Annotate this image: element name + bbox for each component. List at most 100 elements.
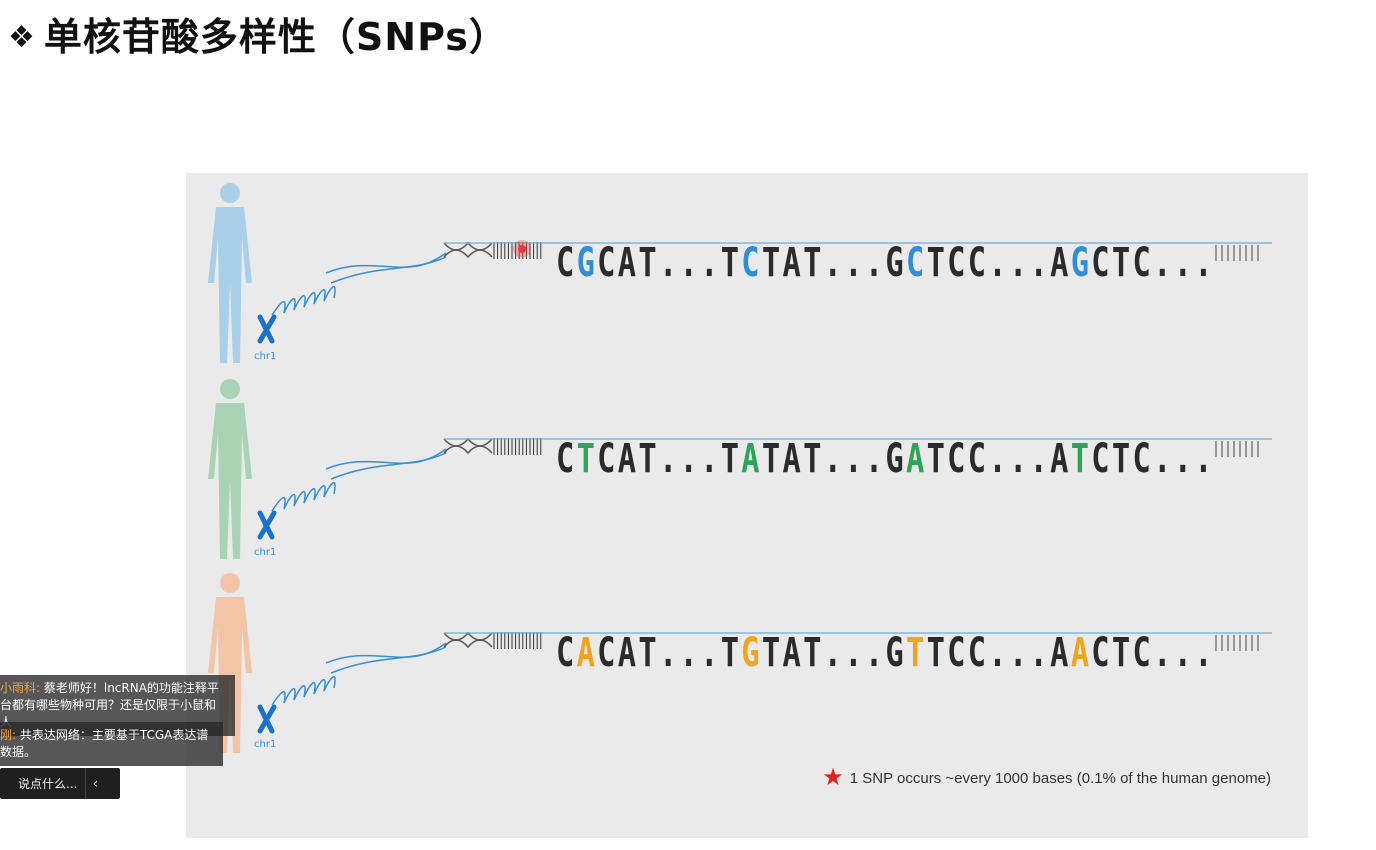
nucleotide-base: A	[1050, 240, 1071, 286]
nucleotide-base: A	[782, 240, 804, 286]
sequence-ellipsis: ...	[658, 436, 721, 482]
dna-helix	[443, 639, 493, 649]
dna-helix	[443, 249, 493, 259]
person-silhouette	[208, 403, 252, 559]
person-silhouette	[208, 597, 252, 753]
nucleotide-base: T	[803, 240, 824, 286]
figure-graphics	[208, 183, 1272, 753]
nucleotide-base: C	[741, 240, 762, 286]
chromosome-icon	[257, 314, 277, 344]
nucleotide-base: A	[576, 630, 598, 676]
nucleotide-base: T	[803, 436, 824, 482]
nucleotide-base: T	[1111, 240, 1133, 286]
nucleotide-base: C	[597, 240, 618, 286]
nucleotide-base: C	[1132, 240, 1154, 286]
nucleotide-base: T	[926, 630, 948, 676]
sequence-ellipsis: ...	[988, 240, 1051, 286]
chat-text: 蔡老师好！lncRNA的功能注释平	[40, 681, 219, 695]
dna-helix	[443, 445, 493, 455]
nucleotide-base: T	[906, 630, 927, 676]
nucleotide-base: C	[556, 630, 577, 676]
chat-username: 刚:	[0, 728, 17, 742]
nucleotide-base: T	[761, 436, 783, 482]
chat-message: 刚: 共表达网络：主要基于TCGA表达谱 数据。	[0, 722, 223, 766]
person-head	[220, 573, 240, 593]
nucleotide-base: A	[741, 436, 762, 482]
nucleotide-base: T	[576, 436, 598, 482]
chat-input-bar: 说点什么... ‹	[0, 768, 120, 799]
star-icon: ★	[822, 764, 844, 791]
dna-helix	[443, 437, 493, 447]
nucleotide-base: A	[617, 436, 639, 482]
snp-footnote: ★ 1 SNP occurs ~every 1000 bases (0.1% o…	[822, 766, 1271, 790]
nucleotide-base: T	[638, 436, 659, 482]
sequence-ellipsis: ...	[988, 436, 1051, 482]
person-head	[220, 379, 240, 399]
nucleotide-base: C	[947, 240, 968, 286]
dna-strand	[325, 448, 447, 470]
nucleotide-base: G	[885, 630, 907, 676]
chat-text: 数据。	[0, 745, 37, 759]
nucleotide-base: A	[906, 436, 927, 482]
nucleotide-base: T	[803, 630, 824, 676]
nucleotide-base: T	[638, 630, 659, 676]
dna-strand	[330, 256, 447, 284]
sequence-ellipsis: ...	[823, 240, 886, 286]
sequence-ellipsis: ...	[823, 436, 886, 482]
chat-text: 共表达网络：主要基于TCGA表达谱	[16, 728, 209, 742]
nucleotide-base: T	[720, 436, 742, 482]
nucleotide-base: G	[576, 240, 598, 286]
nucleotide-base: T	[761, 240, 783, 286]
sequence-ellipsis: ...	[658, 630, 721, 676]
sequence-ellipsis: ...	[658, 240, 721, 286]
nucleotide-base: C	[556, 240, 577, 286]
chromosome-icon	[257, 704, 277, 734]
nucleotide-base: C	[947, 630, 968, 676]
chr-label: chr1	[254, 739, 277, 750]
chromatin-coil	[271, 675, 336, 706]
nucleotide-base: T	[720, 630, 742, 676]
highlight-marker	[518, 245, 526, 253]
nucleotide-base: C	[906, 240, 927, 286]
nucleotide-base: C	[967, 240, 989, 286]
nucleotide-base: T	[1111, 630, 1133, 676]
footnote-text: 1 SNP occurs ~every 1000 bases (0.1% of …	[849, 769, 1271, 787]
collapse-chevron-icon[interactable]: ‹	[92, 775, 99, 792]
sequence-ellipsis: ...	[1153, 436, 1215, 482]
nucleotide-base: A	[782, 630, 804, 676]
dna-strand	[330, 646, 447, 674]
dna-strand	[325, 642, 447, 664]
nucleotide-base: A	[1070, 630, 1092, 676]
dna-sequence: C T C A T... T A T A T... G A T C C... A T C T C...	[556, 434, 1215, 484]
chromatin-coil	[271, 285, 336, 316]
nucleotide-base: C	[1091, 436, 1112, 482]
diamond-bullet-icon: ❖	[8, 20, 36, 55]
nucleotide-base: A	[1050, 630, 1071, 676]
chromosome-icon	[257, 510, 277, 540]
nucleotide-base: C	[1091, 630, 1112, 676]
dna-strand	[325, 252, 447, 274]
dna-strand	[330, 452, 447, 480]
chat-username: 小雨科:	[0, 681, 41, 695]
nucleotide-base: T	[1070, 436, 1092, 482]
nucleotide-base: C	[597, 436, 618, 482]
chromatin-coil	[271, 481, 336, 512]
person-silhouette	[208, 207, 252, 363]
sequence-ellipsis: ...	[1153, 630, 1215, 676]
dna-sequence: C A C A T... T G T A T... G T T C C... A A C T C...	[556, 628, 1215, 678]
nucleotide-base: G	[885, 436, 907, 482]
dna-sequence: C G C A T... T C T A T... G C T C C... A G C T C...	[556, 238, 1215, 288]
nucleotide-base: C	[1132, 630, 1154, 676]
dna-helix	[443, 631, 493, 641]
nucleotide-base: G	[885, 240, 907, 286]
dna-helix	[443, 241, 493, 251]
nucleotide-base: C	[597, 630, 618, 676]
nucleotide-base: T	[638, 240, 659, 286]
nucleotide-base: G	[741, 630, 762, 676]
slide-title: ❖ 单核苷酸多样性（SNPs）	[8, 6, 508, 61]
snp-figure: chr1 chr1 chr1 C G C A T... T C T A T... G C T C C... A…	[186, 173, 1308, 838]
nucleotide-base: C	[947, 436, 968, 482]
sequence-ellipsis: ...	[1153, 240, 1215, 286]
divider	[85, 768, 87, 799]
chat-input[interactable]: 说点什么...	[18, 777, 78, 791]
